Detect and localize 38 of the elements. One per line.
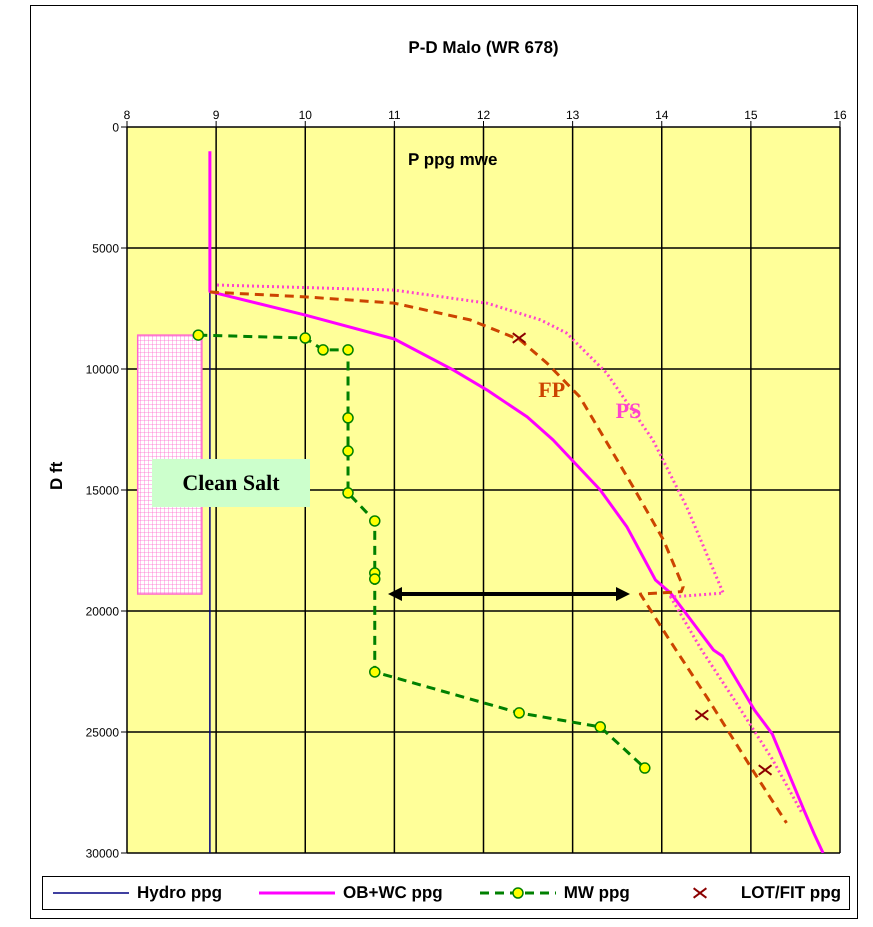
point [342,445,354,457]
x-tick-label: 10 [298,108,312,122]
point [317,344,329,356]
series-label: FP [538,376,566,402]
chart-title: P-D Malo (WR 678) [407,38,560,58]
x-tick-label: 9 [212,108,220,122]
legend-label: LOT/FIT ppg [740,883,841,903]
band-label: Clean Salt [152,458,310,507]
x-tick-label: 13 [566,108,580,122]
y-tick-label: 25000 [86,725,120,740]
point [369,515,381,527]
y-tick-label: 30000 [86,846,120,860]
point [369,666,381,678]
y-tick-label: 0 [112,120,120,134]
y-tick-label: 10000 [86,362,120,376]
point [342,344,354,356]
x-tick-label: 8 [124,108,131,122]
point [300,332,311,344]
legend-label: Hydro ppg [137,883,222,903]
x-tick-label: 16 [833,108,847,122]
point [342,487,354,499]
point [513,707,525,719]
y-tick-label: 15000 [86,483,120,498]
x-tick-label: 11 [388,108,401,122]
x-tick-label: 15 [744,108,758,122]
point [342,412,354,424]
series-label: PS [616,398,642,423]
y-tick-label: 5000 [92,241,120,256]
y-axis-title: D ft [47,461,66,490]
point [594,721,606,733]
legend-label: MW ppg [564,883,630,903]
y-tick-label: 20000 [86,604,120,618]
x-tick-label: 14 [655,108,669,122]
point [192,329,204,341]
point [369,573,381,585]
legend-label: OB+WC ppg [343,883,443,903]
x-tick-label: 12 [476,108,490,122]
point [639,762,651,774]
